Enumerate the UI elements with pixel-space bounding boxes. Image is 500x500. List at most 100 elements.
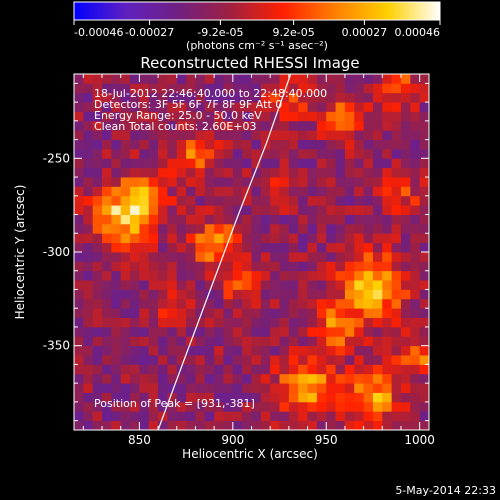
- heatmap-pixel: [223, 401, 234, 412]
- heatmap-pixel: [279, 280, 290, 290]
- heatmap-pixel: [307, 177, 318, 187]
- heatmap-pixel: [307, 130, 318, 140]
- heatmap-pixel: [344, 261, 355, 272]
- heatmap-pixel: [167, 317, 178, 328]
- heatmap-pixel: [410, 373, 421, 384]
- heatmap-pixel: [260, 158, 271, 169]
- heatmap-pixel: [214, 355, 224, 365]
- heatmap-pixel: [148, 345, 159, 356]
- heatmap-pixel: [307, 401, 318, 412]
- heatmap-pixel: [270, 233, 280, 244]
- heatmap-pixel: [260, 186, 271, 197]
- heatmap-pixel: [307, 242, 318, 253]
- heatmap-pixel: [316, 242, 327, 253]
- heatmap-pixel: [139, 401, 150, 412]
- heatmap-pixel: [148, 148, 159, 159]
- heatmap-pixel: [307, 280, 318, 290]
- heatmap-pixel: [139, 205, 150, 215]
- heatmap-pixel: [130, 383, 140, 393]
- heatmap-pixel: [354, 270, 365, 281]
- heatmap-pixel: [83, 242, 94, 253]
- heatmap-pixel: [204, 261, 215, 272]
- heatmap-pixel: [354, 83, 365, 94]
- heatmap-pixel: [92, 111, 103, 122]
- heatmap-pixel: [102, 373, 112, 384]
- heatmap-pixel: [83, 411, 94, 422]
- heatmap-pixel: [120, 242, 131, 253]
- heatmap-pixel: [382, 242, 393, 253]
- heatmap-pixel: [260, 298, 271, 309]
- heatmap-pixel: [298, 158, 308, 169]
- heatmap-pixel: [102, 120, 112, 131]
- heatmap-pixel: [167, 298, 178, 309]
- heatmap-pixel: [148, 83, 159, 94]
- heatmap-pixel: [83, 420, 94, 430]
- heatmap-pixel: [130, 205, 140, 215]
- heatmap-pixel: [167, 336, 178, 347]
- heatmap-pixel: [167, 214, 178, 225]
- heatmap-pixel: [204, 92, 215, 103]
- heatmap-pixel: [92, 214, 103, 225]
- heatmap-pixel: [176, 411, 187, 422]
- heatmap-pixel: [372, 167, 383, 178]
- heatmap-pixel: [158, 317, 168, 328]
- heatmap-pixel: [316, 308, 327, 318]
- heatmap-pixel: [111, 167, 122, 178]
- heatmap-pixel: [232, 233, 243, 244]
- heatmap-pixel: [400, 158, 411, 169]
- heatmap-pixel: [120, 345, 131, 356]
- heatmap-pixel: [391, 420, 402, 430]
- heatmap-pixel: [372, 336, 383, 347]
- heatmap-pixel: [382, 270, 393, 281]
- heatmap-pixel: [83, 195, 94, 206]
- heatmap-pixel: [148, 158, 159, 169]
- heatmap-pixel: [148, 139, 159, 150]
- heatmap-pixel: [83, 298, 94, 309]
- heatmap-pixel: [195, 373, 206, 384]
- heatmap-pixel: [102, 214, 112, 225]
- heatmap-pixel: [270, 401, 280, 412]
- colorbar-tick-label: -0.00027: [125, 26, 174, 39]
- heatmap-pixel: [419, 280, 429, 290]
- heatmap-pixel: [354, 120, 365, 131]
- heatmap-pixel: [288, 139, 299, 150]
- heatmap-pixel: [74, 214, 84, 225]
- heatmap-pixel: [92, 420, 103, 430]
- heatmap-pixel: [335, 139, 346, 150]
- heatmap-pixel: [158, 308, 168, 318]
- heatmap-pixel: [139, 392, 150, 403]
- heatmap-pixel: [186, 186, 196, 197]
- heatmap-pixel: [120, 270, 131, 281]
- heatmap-pixel: [158, 111, 168, 122]
- heatmap-pixel: [279, 92, 290, 103]
- heatmap-pixel: [326, 74, 336, 84]
- heatmap-pixel: [363, 130, 374, 140]
- heatmap-pixel: [120, 383, 131, 393]
- heatmap-pixel: [102, 280, 112, 290]
- heatmap-pixel: [74, 92, 84, 103]
- heatmap-pixel: [298, 355, 308, 365]
- heatmap-pixel: [279, 326, 290, 337]
- heatmap-pixel: [316, 392, 327, 403]
- heatmap-pixel: [410, 364, 421, 375]
- heatmap-pixel: [363, 92, 374, 103]
- heatmap-pixel: [288, 270, 299, 281]
- heatmap-pixel: [120, 74, 131, 84]
- heatmap-pixel: [372, 270, 383, 281]
- heatmap-pixel: [242, 167, 252, 178]
- heatmap-pixel: [195, 364, 206, 375]
- heatmap-pixel: [354, 130, 365, 140]
- heatmap-pixel: [279, 167, 290, 178]
- heatmap-pixel: [307, 148, 318, 159]
- heatmap-pixel: [251, 308, 262, 318]
- heatmap-pixel: [195, 205, 206, 215]
- heatmap-pixel: [223, 298, 234, 309]
- heatmap-pixel: [270, 74, 280, 84]
- heatmap-pixel: [335, 364, 346, 375]
- heatmap-pixel: [242, 270, 252, 281]
- heatmap-pixel: [372, 401, 383, 412]
- heatmap-pixel: [195, 102, 206, 112]
- heatmap-pixel: [158, 364, 168, 375]
- heatmap-pixel: [288, 401, 299, 412]
- heatmap-pixel: [223, 308, 234, 318]
